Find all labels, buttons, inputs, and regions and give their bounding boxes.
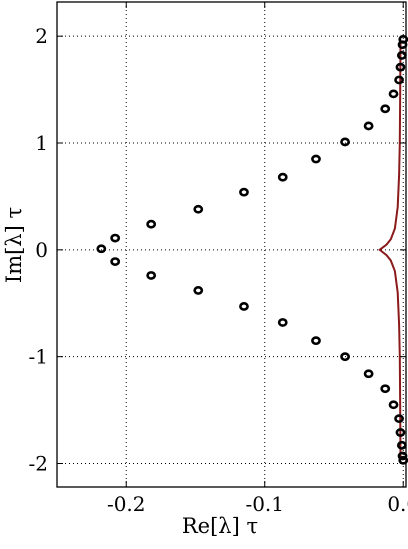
data-point — [98, 246, 105, 252]
data-point — [312, 338, 319, 344]
data-point — [279, 174, 286, 180]
x-tick-label: -0.1 — [245, 492, 284, 516]
marker-layer — [98, 36, 407, 463]
y-tick-label: -1 — [29, 345, 48, 369]
data-point — [395, 77, 402, 83]
y-tick-label: 0 — [35, 238, 48, 262]
data-point — [341, 139, 348, 145]
y-axis-label: Im[λ] τ — [2, 207, 26, 283]
data-point — [195, 287, 202, 293]
data-point — [365, 123, 372, 129]
data-point — [240, 189, 247, 195]
y-tick-label: 1 — [35, 131, 48, 155]
data-point — [112, 235, 119, 241]
data-point — [398, 52, 405, 58]
data-point — [148, 221, 155, 227]
data-point — [365, 371, 372, 377]
data-point — [395, 416, 402, 422]
x-axis-label: Re[λ] τ — [182, 514, 258, 538]
data-point — [390, 402, 397, 408]
x-tick-label: -0.2 — [107, 492, 146, 516]
data-point — [195, 206, 202, 212]
data-point — [112, 258, 119, 264]
data-point — [312, 156, 319, 162]
data-point — [382, 106, 389, 112]
ticks: -0.2 -0.1 0.0 2 1 0 -1 -2 — [29, 2, 408, 516]
data-point — [240, 303, 247, 309]
data-point — [398, 442, 405, 448]
grid — [57, 2, 406, 487]
data-point — [279, 319, 286, 325]
y-tick-label: -2 — [29, 451, 48, 475]
data-point — [148, 272, 155, 278]
plot-frame — [57, 2, 406, 487]
x-tick-label: 0.0 — [387, 492, 408, 516]
y-tick-label: 2 — [35, 24, 48, 48]
data-point — [390, 91, 397, 97]
data-point — [382, 386, 389, 392]
